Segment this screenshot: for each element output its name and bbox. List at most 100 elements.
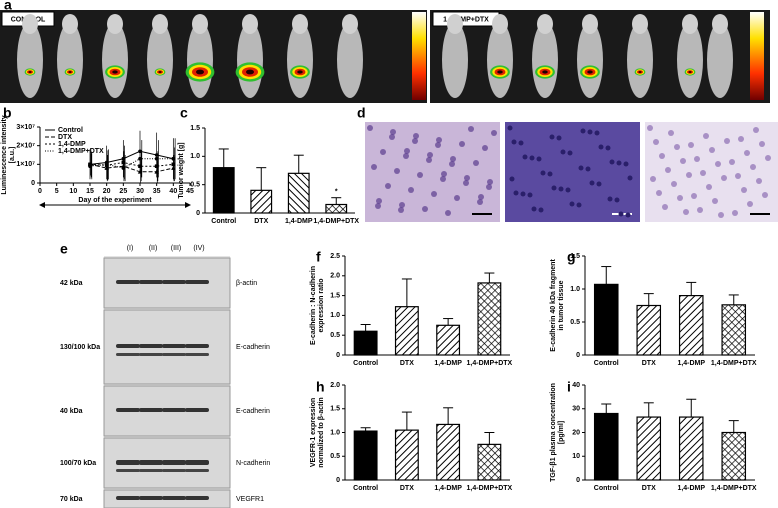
cell [659,153,665,159]
y-tick-label: 0.5 [570,319,580,326]
cell [441,171,447,177]
cell [587,129,593,135]
cell [394,168,400,174]
signal [638,71,642,73]
mouse-head [342,14,358,34]
y-tick-label: 1.0 [570,286,580,293]
band-size: 100/70 kDa [60,460,96,467]
mouse-head [582,14,598,34]
panel-label: h [316,379,325,395]
band [162,460,186,465]
cell [665,167,671,173]
cell [507,125,513,131]
cell [558,186,564,192]
bar [636,304,662,356]
y-tick-label: 1×10⁷ [16,161,35,168]
y-tick-label: 1.0 [330,312,340,319]
bar [436,423,461,481]
color-scale [750,12,764,100]
x-tick-label: 1,4-DMP [285,218,313,225]
cell [715,161,721,167]
protein-name: E-cadherin [236,344,270,351]
panel-label: g [567,249,576,265]
cell [431,191,437,197]
band [116,460,140,465]
cell [468,126,474,132]
cell [454,195,460,201]
cell [556,135,562,141]
series-line [89,158,174,169]
marker [138,156,142,161]
cell [477,199,483,205]
y-tick-label: 0 [336,352,340,359]
legend-label: 1,4-DMP+DTX [58,148,104,155]
mouse-head [712,14,728,34]
cell [694,156,700,162]
cell [625,212,631,218]
bar [394,429,419,481]
bar [250,189,273,214]
cell [732,210,738,216]
cell [380,149,386,155]
marker [154,164,159,168]
cell [426,157,432,163]
cell [435,142,441,148]
cell [527,192,533,198]
bar [678,295,704,356]
signal [497,70,503,74]
cell [487,179,493,185]
y-tick-label: 30 [572,406,580,413]
band [116,280,140,284]
cell [594,130,600,136]
x-tick-label: Control [594,360,619,367]
cell [531,206,537,212]
cell [371,164,377,170]
y-axis-label: TGF-β1 plasma concentration [550,383,557,482]
y-axis-label: normalized to β-actin [318,397,325,467]
mouse-head [292,14,308,34]
y-tick-label: 1.5 [330,292,340,299]
cell [585,166,591,172]
cell [478,194,484,200]
signal [246,69,254,75]
histology-image [365,122,500,222]
cell [389,134,395,140]
cell [529,155,535,161]
panel-label: e [60,241,68,257]
x-tick-label: Control [211,218,236,225]
band [185,496,209,500]
band [162,280,186,284]
y-tick-label: 0 [196,210,200,217]
panel-label: f [316,249,321,265]
x-tick-label: Control [594,485,619,492]
cell [706,184,712,190]
cell [491,130,497,136]
band [116,408,140,412]
band [185,353,209,356]
mouse-head [152,14,168,34]
cell [609,159,615,165]
panel-label: i [567,379,571,395]
cell [662,204,668,210]
cell [674,144,680,150]
x-tick-label: DTX [400,360,414,367]
mouse [57,22,83,98]
y-tick-label: 40 [572,382,580,389]
band [116,469,140,472]
x-tick-label: 10 [69,188,77,195]
marker [88,162,92,167]
legend-label: 1,4-DMP [58,141,86,148]
panel-label: a [4,0,12,13]
annotation: * [335,189,338,196]
band [116,344,140,348]
x-tick-label: Control [353,485,378,492]
y-tick-label: 1.5 [570,253,580,260]
band [116,496,140,500]
mouse [532,22,558,98]
y-axis-label: [a.u.] [9,147,16,164]
lane-label: (I) [127,245,134,252]
band-size: 130/100 kDa [60,344,100,351]
cell [436,137,442,143]
x-tick-label: 40 [169,188,177,195]
marker [154,156,159,161]
